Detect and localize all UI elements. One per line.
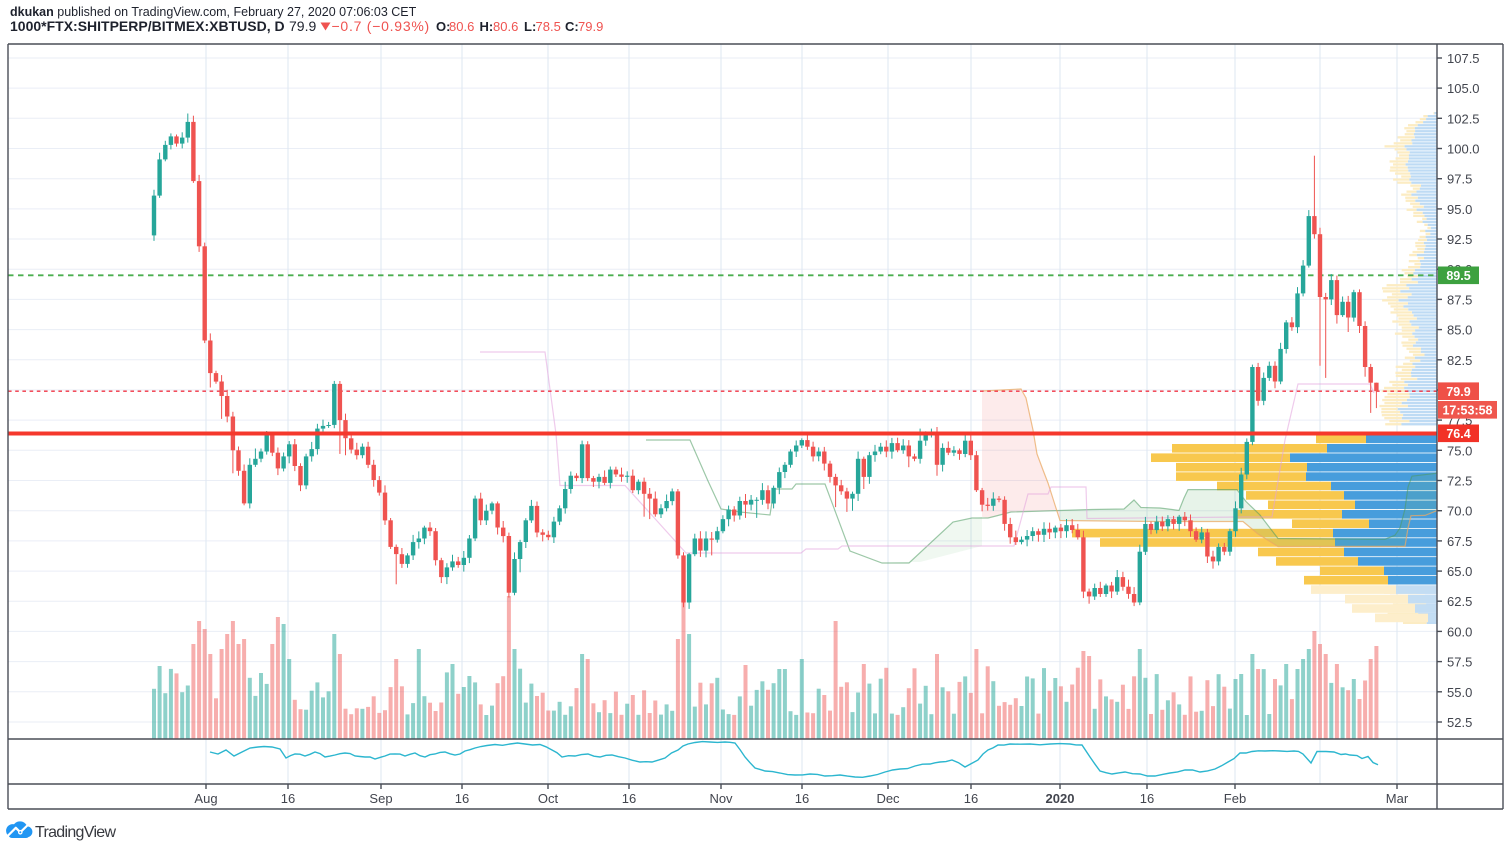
svg-text:67.5: 67.5 xyxy=(1447,534,1472,549)
svg-text:80.6: 80.6 xyxy=(493,19,518,34)
svg-text:105.0: 105.0 xyxy=(1447,81,1480,96)
svg-text:Dec: Dec xyxy=(876,791,900,806)
svg-text:100.0: 100.0 xyxy=(1447,142,1480,157)
svg-text:Nov: Nov xyxy=(709,791,733,806)
svg-text:78.5: 78.5 xyxy=(536,19,561,34)
svg-text:72.5: 72.5 xyxy=(1447,474,1472,489)
svg-text:85.0: 85.0 xyxy=(1447,323,1472,338)
svg-text:79.9: 79.9 xyxy=(289,18,316,34)
svg-text:76.4: 76.4 xyxy=(1446,427,1470,441)
svg-text:TradingView: TradingView xyxy=(35,824,116,841)
svg-text:Mar: Mar xyxy=(1386,791,1409,806)
svg-text:55.0: 55.0 xyxy=(1447,685,1472,700)
svg-text:102.5: 102.5 xyxy=(1447,111,1480,126)
svg-text:Oct: Oct xyxy=(538,791,559,806)
svg-text:70.0: 70.0 xyxy=(1447,504,1472,519)
svg-text:62.5: 62.5 xyxy=(1447,594,1472,609)
svg-text:82.5: 82.5 xyxy=(1447,353,1472,368)
svg-text:O:: O: xyxy=(436,19,450,34)
svg-text:80.6: 80.6 xyxy=(449,19,474,34)
svg-text:79.9: 79.9 xyxy=(578,19,603,34)
svg-text:2020: 2020 xyxy=(1046,791,1075,806)
svg-text:16: 16 xyxy=(281,791,295,806)
svg-text:87.5: 87.5 xyxy=(1447,292,1472,307)
svg-text:Aug: Aug xyxy=(194,791,217,806)
svg-text:79.9: 79.9 xyxy=(1446,385,1470,399)
svg-text:75.0: 75.0 xyxy=(1447,443,1472,458)
svg-text:92.5: 92.5 xyxy=(1447,232,1472,247)
svg-text:−0.7 (−0.93%): −0.7 (−0.93%) xyxy=(332,18,430,34)
svg-text:H:: H: xyxy=(480,19,494,34)
svg-text:65.0: 65.0 xyxy=(1447,564,1472,579)
svg-text:C:: C: xyxy=(565,19,579,34)
svg-text:107.5: 107.5 xyxy=(1447,51,1480,66)
svg-text:97.5: 97.5 xyxy=(1447,172,1472,187)
svg-text:17:53:58: 17:53:58 xyxy=(1442,404,1492,418)
svg-text:dkukan published on TradingVie: dkukan published on TradingView.com, Feb… xyxy=(10,5,417,19)
svg-text:57.5: 57.5 xyxy=(1447,655,1472,670)
svg-text:1000*FTX:SHITPERP/BITMEX:XBTUS: 1000*FTX:SHITPERP/BITMEX:XBTUSD, D xyxy=(10,18,285,34)
svg-text:89.5: 89.5 xyxy=(1446,269,1470,283)
svg-text:Sep: Sep xyxy=(369,791,392,806)
svg-text:16: 16 xyxy=(964,791,978,806)
svg-text:16: 16 xyxy=(622,791,636,806)
svg-text:Feb: Feb xyxy=(1224,791,1246,806)
svg-text:95.0: 95.0 xyxy=(1447,202,1472,217)
svg-text:L:: L: xyxy=(524,19,536,34)
svg-text:52.5: 52.5 xyxy=(1447,715,1472,730)
svg-text:16: 16 xyxy=(795,791,809,806)
svg-text:16: 16 xyxy=(455,791,469,806)
svg-text:60.0: 60.0 xyxy=(1447,624,1472,639)
svg-text:16: 16 xyxy=(1140,791,1154,806)
